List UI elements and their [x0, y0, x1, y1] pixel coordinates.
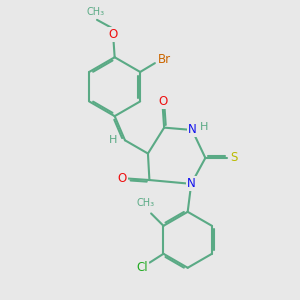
Text: Br: Br	[158, 53, 171, 66]
Text: O: O	[118, 172, 127, 185]
Text: H: H	[108, 135, 117, 145]
Text: S: S	[230, 152, 238, 164]
Text: N: N	[188, 124, 197, 136]
Text: CH₃: CH₃	[137, 198, 155, 208]
Text: O: O	[109, 28, 118, 41]
Text: H: H	[200, 122, 208, 132]
Text: CH₃: CH₃	[86, 7, 105, 17]
Text: O: O	[158, 94, 167, 108]
Text: N: N	[187, 177, 196, 190]
Text: Cl: Cl	[136, 261, 148, 274]
